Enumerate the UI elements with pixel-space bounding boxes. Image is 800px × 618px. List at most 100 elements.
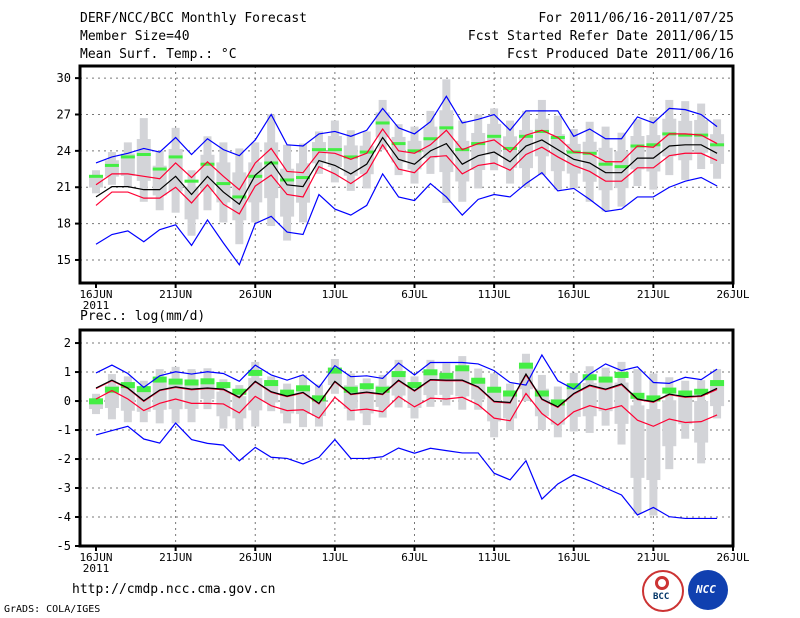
marker-bar: [423, 137, 438, 141]
marker-bar: [487, 134, 502, 138]
precip-label: Prec.: log(mm/d): [80, 309, 206, 324]
forecast-period: For 2011/06/16-2011/07/25: [538, 11, 734, 26]
ensemble-box: [646, 409, 661, 481]
marker-bar: [471, 377, 486, 384]
x-tick-label: 26JUN: [239, 288, 272, 301]
marker-bar: [359, 150, 374, 154]
marker-bar: [216, 382, 231, 389]
x-tick-label: 11JUL: [478, 551, 511, 564]
marker-bar: [264, 380, 279, 387]
y-tick-label: -3: [57, 481, 71, 495]
source-url[interactable]: http://cmdp.ncc.cma.gov.cn: [72, 582, 276, 597]
marker-bar: [598, 376, 613, 383]
ensemble-box: [407, 140, 422, 170]
marker-bar: [439, 372, 454, 379]
ensemble-box: [423, 126, 438, 159]
x-tick-label: 21JUL: [637, 288, 670, 301]
ensemble-box: [598, 382, 613, 412]
ensemble-box: [248, 378, 263, 411]
y-tick-label: 15: [57, 253, 71, 267]
marker-bar: [327, 367, 342, 374]
variable-label: Mean Surf. Temp.: °C: [80, 47, 237, 62]
marker-bar: [391, 142, 406, 146]
marker-bar: [280, 389, 295, 396]
figure-title: DERF/NCC/BCC Monthly Forecast: [80, 11, 307, 26]
marker-bar: [184, 179, 199, 183]
ensemble-box: [710, 134, 725, 164]
x-tick-label: 21JUL: [637, 551, 670, 564]
ensemble-box: [582, 141, 597, 182]
y-tick-label: 21: [57, 180, 71, 194]
ensemble-box: [534, 118, 549, 157]
x-tick-label: 16JUL: [557, 551, 590, 564]
max-line: [95, 353, 718, 390]
marker-bar: [391, 371, 406, 378]
marker-bar: [550, 399, 565, 406]
x-tick-label: 11JUL: [478, 288, 511, 301]
marker-bar: [200, 378, 215, 385]
x-tick-label: 21JUN: [159, 551, 192, 564]
marker-bar: [248, 369, 263, 376]
marker-bar: [534, 129, 549, 133]
x-tick-label: 6JUL: [401, 551, 428, 564]
marker-bar: [566, 383, 581, 390]
ensemble-box: [710, 381, 725, 407]
marker-bar: [487, 386, 502, 393]
marker-bar: [311, 395, 326, 402]
ensemble-box: [232, 396, 247, 419]
marker-bar: [439, 126, 454, 130]
ensemble-box: [630, 405, 645, 478]
y-tick-label: -1: [57, 423, 71, 437]
marker-bar: [518, 134, 533, 138]
ensemble-mean-line: [95, 372, 718, 408]
ncc-logo: NCC: [688, 570, 728, 610]
marker-bar: [710, 143, 725, 147]
marker-bar: [582, 374, 597, 381]
ensemble-box: [407, 386, 422, 408]
x-year-label: 2011: [83, 562, 110, 575]
ensemble-box: [280, 168, 295, 217]
ensemble-box: [487, 389, 502, 422]
marker-bar: [232, 195, 247, 199]
x-tick-label: 16JUL: [557, 288, 590, 301]
ensemble-box: [566, 387, 581, 417]
ensemble-box: [280, 393, 295, 414]
bcc-logo-mark-icon: [655, 576, 669, 590]
ensemble-box: [455, 369, 470, 397]
x-tick-label: 26JUN: [239, 551, 272, 564]
y-tick-label: 27: [57, 107, 71, 121]
ensemble-box: [439, 373, 454, 395]
marker-bar: [503, 146, 518, 150]
marker-bar: [296, 385, 311, 392]
ensemble-box: [662, 118, 677, 157]
marker-bar: [646, 395, 661, 402]
marker-bar: [646, 143, 661, 147]
member-size: Member Size=40: [80, 29, 190, 44]
x-year-label: 2011: [83, 299, 110, 312]
marker-bar: [89, 174, 103, 178]
marker-bar: [598, 162, 613, 166]
marker-bar: [503, 390, 518, 397]
y-tick-label: 0: [64, 394, 71, 408]
x-tick-label: 1JUL: [322, 551, 349, 564]
marker-bar: [343, 386, 358, 393]
ensemble-box: [296, 163, 311, 203]
marker-bar: [375, 386, 390, 393]
ensemble-box: [343, 145, 358, 176]
x-tick-label: 1JUL: [322, 288, 349, 301]
max-line: [95, 95, 718, 164]
grads-credit: GrADS: COLA/IGES: [4, 604, 101, 615]
marker-bar: [200, 162, 215, 166]
ensemble-box: [327, 136, 342, 167]
x-tick-label: 6JUL: [401, 288, 428, 301]
ensemble-box: [359, 390, 374, 414]
ensemble-box: [120, 153, 135, 177]
marker-bar: [120, 155, 135, 159]
marker-bar: [327, 148, 342, 152]
min-line: [95, 171, 718, 267]
ensemble-box: [630, 136, 645, 170]
marker-bar: [152, 376, 167, 383]
marker-bar: [168, 378, 183, 385]
lower-spread-line: [95, 389, 718, 427]
